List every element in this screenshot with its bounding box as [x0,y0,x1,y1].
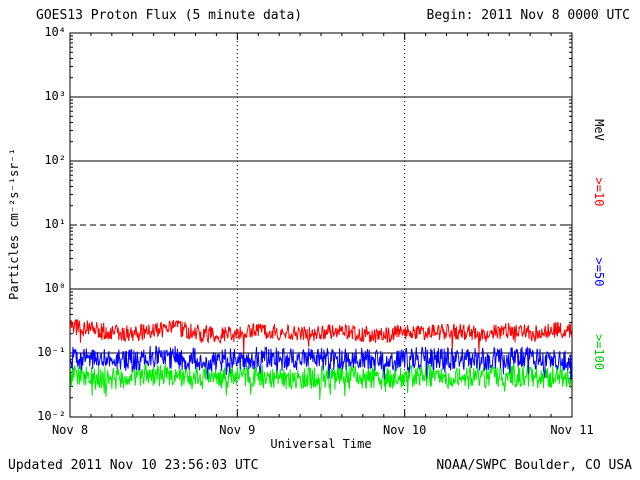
x-axis-label: Universal Time [270,437,372,451]
y-tick-label: 10⁴ [44,25,66,39]
x-tick-label: Nov 8 [51,423,89,437]
energy-label-100: >=100 [592,333,606,371]
y-tick-label: 10⁻¹ [37,345,66,359]
series--100-mev [69,363,573,401]
credit-label: NOAA/SWPC Boulder, CO USA [436,458,632,473]
updated-timestamp: Updated 2011 Nov 10 23:56:03 UTC [8,458,259,473]
chart-title: GOES13 Proton Flux (5 minute data) [36,8,303,23]
x-tick-label: Nov 10 [382,423,427,437]
y-axis-label: Particles cm⁻²s⁻¹sr⁻¹ [7,148,21,300]
y-tick-label: 10¹ [44,217,66,231]
y-tick-label: 10⁻² [37,409,66,423]
series--10-mev [69,318,573,354]
x-tick-label: Nov 9 [219,423,256,437]
series--50-mev [69,345,573,380]
energy-label-10: >=10 [592,177,606,207]
x-tick-label: Nov 11 [550,423,594,437]
plot-border [69,32,573,418]
y-tick-label: 10² [44,153,66,167]
begin-time-label: Begin: 2011 Nov 8 0000 UTC [426,8,631,23]
y-tick-label: 10³ [44,89,66,103]
y-tick-label: 10⁰ [44,281,66,295]
energy-label-50: >=50 [592,257,606,287]
